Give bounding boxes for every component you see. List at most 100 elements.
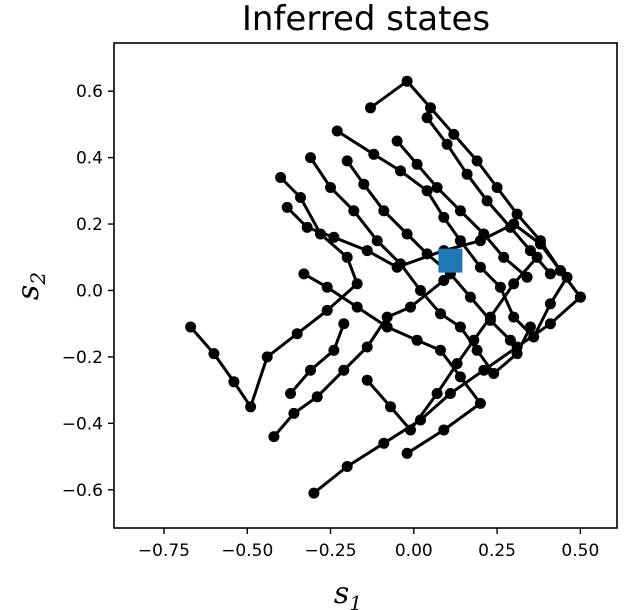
data-point xyxy=(351,278,363,290)
data-point xyxy=(454,371,466,383)
x-axis-label-base: s xyxy=(334,576,349,610)
data-point xyxy=(371,235,383,247)
chart-title: Inferred states xyxy=(242,0,490,39)
plot-area xyxy=(185,75,586,499)
data-point xyxy=(511,208,523,220)
data-point xyxy=(421,185,433,197)
series-8 xyxy=(285,318,350,399)
data-point xyxy=(411,334,423,346)
y-axis-label-base: s xyxy=(11,285,46,300)
y-axis-label: s2 xyxy=(11,272,50,300)
data-point xyxy=(268,431,280,443)
data-point xyxy=(444,388,456,399)
data-point xyxy=(381,311,393,323)
data-point xyxy=(498,251,510,263)
data-point xyxy=(474,261,486,273)
data-point xyxy=(341,155,353,167)
data-point xyxy=(401,447,413,459)
y-tick-label: −0.4 xyxy=(62,414,103,434)
series-3 xyxy=(308,291,586,499)
data-point xyxy=(411,158,423,170)
data-point xyxy=(358,178,370,190)
data-point xyxy=(341,461,353,472)
data-point xyxy=(361,341,373,353)
y-axis-label-subscript: 2 xyxy=(26,272,50,286)
x-tick-label: 0.00 xyxy=(395,541,433,561)
series-2 xyxy=(268,275,450,443)
data-point xyxy=(494,281,506,293)
y-tick-label: 0.4 xyxy=(76,149,103,169)
data-point xyxy=(401,75,413,87)
data-point xyxy=(405,424,416,436)
data-point xyxy=(385,401,396,413)
data-point xyxy=(285,388,296,399)
data-point xyxy=(291,328,303,340)
y-tick-label: −0.6 xyxy=(62,481,103,501)
data-point xyxy=(245,401,257,413)
data-point xyxy=(361,245,373,257)
data-point xyxy=(471,155,483,167)
x-tick-label: 0.50 xyxy=(561,541,599,561)
data-point xyxy=(491,182,503,193)
data-point xyxy=(461,168,473,180)
series-8-line xyxy=(289,323,346,395)
series-1-line xyxy=(189,176,359,409)
x-axis-label: s1 xyxy=(334,576,362,610)
data-point xyxy=(471,344,483,356)
x-tick-label: 0.25 xyxy=(478,541,516,561)
data-point xyxy=(361,374,373,386)
data-point xyxy=(554,265,566,277)
data-point xyxy=(454,205,466,217)
data-point xyxy=(275,172,287,183)
data-point xyxy=(415,414,426,426)
data-point xyxy=(328,231,340,243)
data-point xyxy=(378,437,390,449)
series-5 xyxy=(305,152,536,379)
data-point xyxy=(504,221,516,233)
data-point xyxy=(401,228,413,240)
y-axis: −0.6 −0.4 −0.2 0.0 0.2 0.4 0.6 xyxy=(62,82,114,501)
data-point xyxy=(405,301,416,313)
data-point xyxy=(425,102,436,114)
series-7-line xyxy=(369,79,582,299)
data-point xyxy=(395,165,406,177)
x-axis: −0.75 −0.50 −0.25 0.00 0.25 0.50 xyxy=(138,528,599,561)
data-point xyxy=(328,344,340,356)
data-point xyxy=(431,388,443,399)
data-point xyxy=(415,285,426,296)
y-tick-label: 0.2 xyxy=(76,215,103,235)
data-point xyxy=(321,304,333,316)
y-tick-label: 0.6 xyxy=(76,82,103,102)
series-12 xyxy=(391,135,533,283)
data-point xyxy=(521,271,533,283)
data-point xyxy=(481,195,493,207)
data-point xyxy=(448,128,460,140)
data-point xyxy=(544,318,556,330)
x-axis-label-subscript: 1 xyxy=(349,591,362,610)
data-point xyxy=(421,112,433,124)
data-point xyxy=(305,364,316,376)
data-point xyxy=(288,407,300,419)
data-point xyxy=(331,125,343,137)
data-point xyxy=(421,248,433,260)
data-point xyxy=(464,291,476,303)
data-point xyxy=(365,102,376,114)
data-point xyxy=(511,348,523,360)
data-point xyxy=(441,138,453,150)
data-point xyxy=(395,258,406,270)
data-point xyxy=(208,348,220,360)
data-point xyxy=(438,211,450,223)
data-point xyxy=(504,334,516,346)
data-point xyxy=(321,281,333,293)
data-point xyxy=(468,334,480,346)
axes-frame xyxy=(113,42,618,529)
data-point xyxy=(544,298,556,310)
data-point xyxy=(341,251,353,263)
data-point xyxy=(431,182,443,193)
series-10 xyxy=(298,268,486,459)
data-point xyxy=(348,205,360,217)
data-point xyxy=(478,364,490,376)
data-point xyxy=(484,311,496,323)
data-point xyxy=(474,397,486,409)
